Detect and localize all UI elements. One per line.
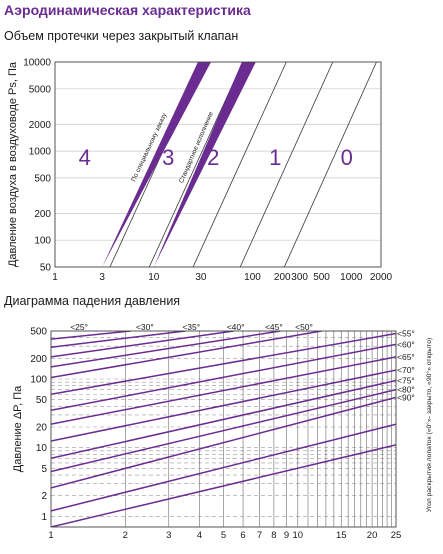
chart2-x-tick-label: 9 (284, 530, 289, 541)
chart1-y-tick-label: 500 (34, 173, 51, 184)
chart2-series-line-8 (51, 356, 396, 425)
chart1-y-tick-label: 50 (40, 263, 52, 274)
chart1-class-line (239, 62, 334, 267)
chart2-frame (50, 330, 397, 528)
chart1-x-tick-label: 1 (52, 272, 58, 283)
chart1-y-tick-label: 2000 (29, 120, 52, 131)
chart1-x-tick-label: 200 (274, 272, 291, 283)
chart2-series-line-9 (51, 369, 396, 442)
chart2-angle-label-top: <45° (265, 322, 283, 332)
chart2-x-tick-label: 3 (166, 530, 171, 541)
chart1-plot-area (55, 62, 381, 267)
chart1-class-label: 3 (162, 145, 174, 170)
chart2-angle-label-right: <75° (397, 376, 415, 386)
chart2-y-tick-label: 10 (36, 443, 48, 454)
chart2-series-line-11 (51, 388, 396, 473)
chart2-series-line-12 (51, 396, 396, 489)
chart1-class-line (192, 62, 287, 267)
chart2-angle-label-right: <55° (397, 328, 415, 338)
chart2-right-axis-label: Угол раскрытия лопаток («0°»- закрыто, «… (425, 338, 433, 513)
chart1-class-label: 0 (341, 145, 353, 170)
chart2-y-tick-label: 50 (36, 395, 48, 406)
chart1-class-line (283, 62, 377, 267)
chart2-angle-label-right: <80° (397, 385, 415, 395)
chart2-x-tick-label: 20 (367, 530, 378, 541)
chart1-band-1 (102, 62, 212, 267)
chart2-angle-label-right: <60° (397, 339, 415, 349)
chart2-y-tick-label: 1 (41, 512, 47, 523)
chart1-y-tick-label: 5000 (29, 84, 52, 95)
chart1-y-axis-label: Давление воздуха в воздуховоде Ps, Па (7, 61, 19, 267)
chart2-series-line-10 (51, 379, 396, 460)
chart2-x-tick-label: 4 (197, 530, 202, 541)
chart1-y-tick-label: 1000 (29, 147, 52, 158)
chart2-series-line-2 (51, 331, 186, 348)
chart2-angle-label-top: <50° (295, 322, 313, 332)
chart2-series-line-5 (51, 331, 322, 379)
chart2-x-tick-label: 5 (221, 530, 226, 541)
chart1-x-tick-label: 300 (291, 272, 308, 283)
chart2-series-line-1 (51, 331, 131, 340)
chart1-y-tick-label: 10000 (23, 58, 51, 69)
chart2-angle-label-right: <90° (397, 392, 415, 402)
chart1-title: Объем протечки через закрытый клапан (4, 29, 239, 43)
chart1-x-tick-label: 2000 (370, 272, 393, 283)
chart2-x-tick-label: 2 (123, 530, 128, 541)
chart2-angle-label-top: <30° (136, 322, 154, 332)
chart1-x-tick-label: 1000 (340, 272, 363, 283)
chart1-class-label: 1 (269, 145, 281, 170)
chart2-title: Диаграмма падения давления (4, 294, 181, 308)
chart1-band-2 (153, 62, 256, 267)
chart2-angle-label-right: <65° (397, 352, 415, 362)
chart2-series-line-4 (51, 331, 281, 368)
chart1-class-label: 4 (79, 145, 91, 170)
chart1-x-tick-label: 500 (313, 272, 330, 283)
page-title: Аэродинамическая характеристика (4, 2, 251, 18)
chart2-angle-label-top: <25° (70, 322, 88, 332)
chart2-y-tick-label: 500 (30, 327, 47, 338)
chart1-x-tick-label: 30 (195, 272, 207, 283)
chart2-angle-label-top: <40° (227, 322, 245, 332)
chart1-x-tick-label: 10 (148, 272, 160, 283)
chart2-series-line-6 (51, 332, 396, 395)
chart2-series-line-3 (51, 331, 234, 358)
chart2-x-tick-label: 25 (391, 530, 402, 541)
chart2-x-tick-label: 1 (48, 530, 53, 541)
chart2-y-tick-label: 2 (41, 491, 47, 502)
chart1-y-tick-label: 100 (34, 236, 51, 247)
chart2-angle-label-top: <35° (182, 322, 200, 332)
chart2-x-tick-label: 7 (257, 530, 262, 541)
chart1-x-tick-label: 100 (244, 272, 261, 283)
chart2-y-tick-label: 200 (30, 354, 47, 365)
chart2-y-axis-label: Давление ΔP, Па (12, 385, 24, 472)
chart2-series-line-14 (51, 444, 396, 527)
chart1-class-label: 2 (207, 145, 219, 170)
chart2-plot-area (51, 331, 396, 527)
chart1-frame (54, 61, 382, 268)
chart1-y-tick-label: 200 (34, 209, 51, 220)
chart2-series-line-7 (51, 343, 396, 412)
chart2-x-tick-label: 15 (336, 530, 347, 541)
chart2-series-line-13 (51, 423, 396, 512)
chart2-y-tick-label: 5 (41, 464, 47, 475)
chart2-x-tick-label: 6 (240, 530, 245, 541)
chart2-x-tick-label: 10 (293, 530, 304, 541)
chart1-x-tick-label: 3 (99, 272, 105, 283)
chart2-angle-label-right: <70° (397, 365, 415, 375)
chart2-y-tick-label: 20 (36, 423, 48, 434)
chart2-x-tick-label: 8 (271, 530, 276, 541)
chart2-y-tick-label: 100 (30, 375, 47, 386)
